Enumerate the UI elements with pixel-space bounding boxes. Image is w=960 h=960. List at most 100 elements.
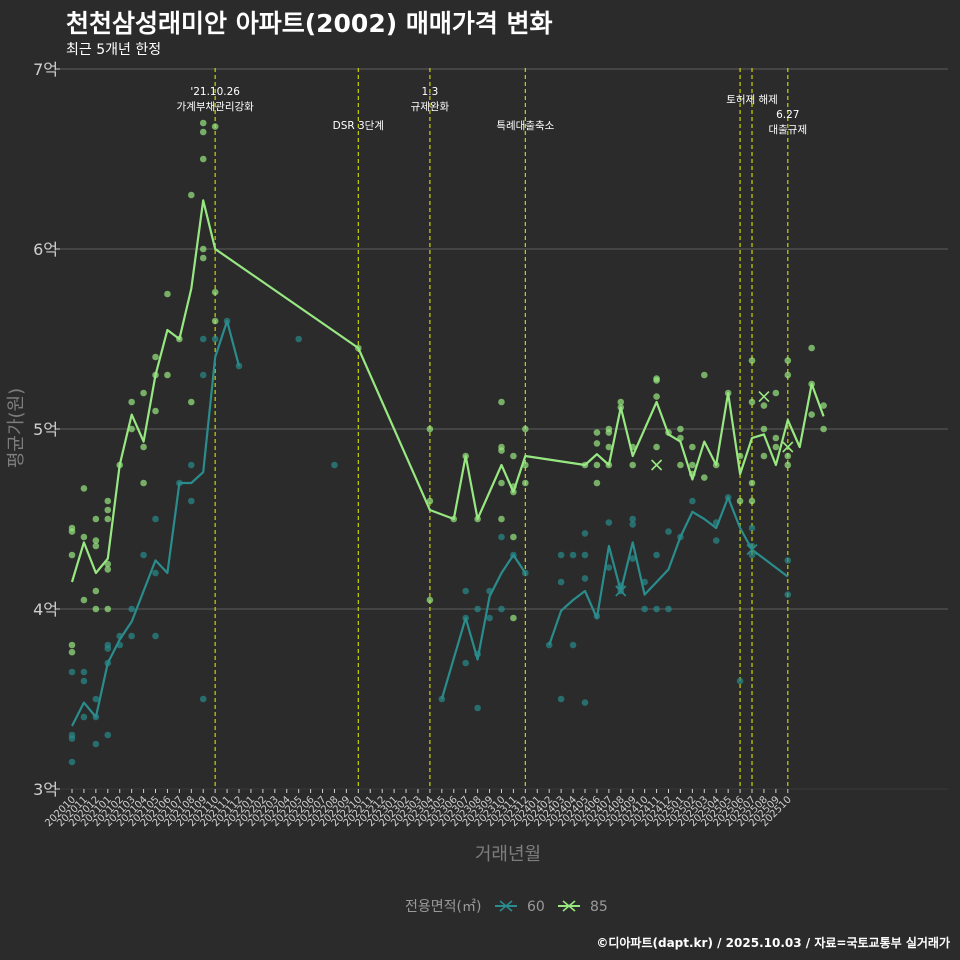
data-point-60 [498, 533, 505, 541]
source-credit: ©디아파트(dapt.kr) / 2025.10.03 / 자료=국토교통부 실… [596, 936, 950, 950]
data-point-85 [808, 411, 815, 418]
data-point-60 [557, 695, 565, 703]
data-point-60 [474, 704, 481, 712]
legend: 전용면적(㎡) 60 85 [405, 899, 608, 915]
legend-cross-85 [562, 900, 576, 912]
data-point-60 [104, 645, 112, 652]
data-point-85 [498, 515, 505, 523]
data-point-60 [689, 497, 696, 505]
data-point-60 [68, 758, 76, 766]
data-point-60 [736, 677, 744, 685]
data-point-85 [593, 429, 601, 436]
data-point-85 [653, 443, 660, 451]
data-point-85 [68, 641, 76, 649]
data-point-60 [641, 605, 648, 613]
grid-lines [60, 68, 948, 790]
data-point-85 [820, 402, 827, 409]
data-point-60 [653, 605, 660, 613]
data-point-85 [498, 447, 505, 454]
data-point-60 [557, 551, 565, 559]
data-point-85 [593, 479, 601, 487]
data-point-60 [629, 555, 637, 562]
y-tick-label: 6억 [33, 240, 58, 259]
series-line-60 [548, 496, 789, 646]
series-lines [70, 199, 825, 727]
data-point-85 [211, 123, 219, 130]
data-point-85 [104, 497, 112, 505]
data-point-85 [772, 443, 780, 451]
data-point-85 [104, 560, 112, 568]
data-point-85 [152, 353, 159, 361]
data-point-85 [689, 443, 696, 451]
data-point-85 [426, 425, 434, 433]
data-point-85 [748, 479, 756, 487]
data-point-85 [68, 551, 76, 559]
data-point-85 [629, 461, 637, 469]
data-point-85 [617, 398, 625, 406]
data-point-85 [164, 290, 171, 298]
data-point-85 [700, 474, 708, 481]
legend-cross-60 [499, 900, 513, 912]
data-point-60 [152, 569, 159, 577]
data-point-85 [498, 479, 505, 487]
cross-marker-60 [746, 544, 758, 556]
data-point-60 [199, 335, 207, 343]
data-points [68, 119, 827, 766]
data-point-85 [748, 398, 756, 406]
y-axis-title: 평균가(원) [6, 388, 27, 468]
data-point-85 [510, 614, 517, 622]
y-tick-label: 3억 [33, 780, 58, 799]
data-point-85 [605, 429, 613, 436]
data-point-60 [486, 614, 493, 622]
data-point-60 [80, 713, 88, 721]
data-point-60 [68, 668, 76, 676]
event-label: 가계부채관리강화 [177, 101, 255, 113]
data-point-60 [581, 575, 589, 582]
data-point-60 [80, 668, 88, 676]
data-point-60 [665, 528, 672, 535]
data-point-85 [772, 389, 780, 397]
data-point-85 [784, 452, 792, 460]
data-point-60 [235, 362, 243, 370]
data-point-60 [104, 731, 112, 739]
data-point-60 [152, 515, 159, 523]
data-point-60 [629, 521, 637, 528]
data-point-85 [80, 533, 88, 541]
y-tick-label: 5억 [33, 420, 58, 439]
data-point-85 [498, 398, 505, 406]
legend-title: 전용면적(㎡) [405, 899, 481, 915]
data-point-85 [510, 452, 517, 460]
data-point-85 [593, 461, 601, 469]
event-label: DSR 3단계 [333, 120, 384, 132]
data-point-85 [700, 371, 708, 379]
data-point-85 [199, 254, 207, 262]
data-point-60 [152, 632, 159, 640]
data-point-60 [569, 551, 577, 559]
data-point-60 [748, 524, 756, 532]
data-point-85 [104, 515, 112, 523]
legend-label-85: 85 [590, 899, 608, 915]
data-point-85 [188, 191, 195, 199]
data-point-85 [522, 425, 529, 433]
data-point-85 [772, 434, 780, 442]
data-point-60 [188, 497, 195, 505]
data-point-60 [68, 735, 76, 742]
data-point-60 [211, 335, 219, 343]
data-point-60 [605, 564, 613, 571]
data-point-85 [140, 479, 147, 487]
cross-markers [615, 391, 794, 597]
data-point-85 [92, 542, 100, 550]
data-point-60 [629, 515, 637, 523]
data-point-85 [760, 402, 768, 409]
data-point-85 [68, 528, 76, 535]
legend-label-60: 60 [527, 899, 545, 915]
data-point-85 [92, 537, 100, 544]
data-point-85 [653, 393, 660, 400]
data-point-85 [199, 128, 207, 136]
data-point-85 [820, 425, 827, 433]
data-point-85 [152, 407, 159, 415]
data-point-85 [68, 648, 76, 656]
data-point-60 [784, 557, 792, 564]
chart-subtitle: 최근 5개년 한정 [66, 42, 162, 58]
